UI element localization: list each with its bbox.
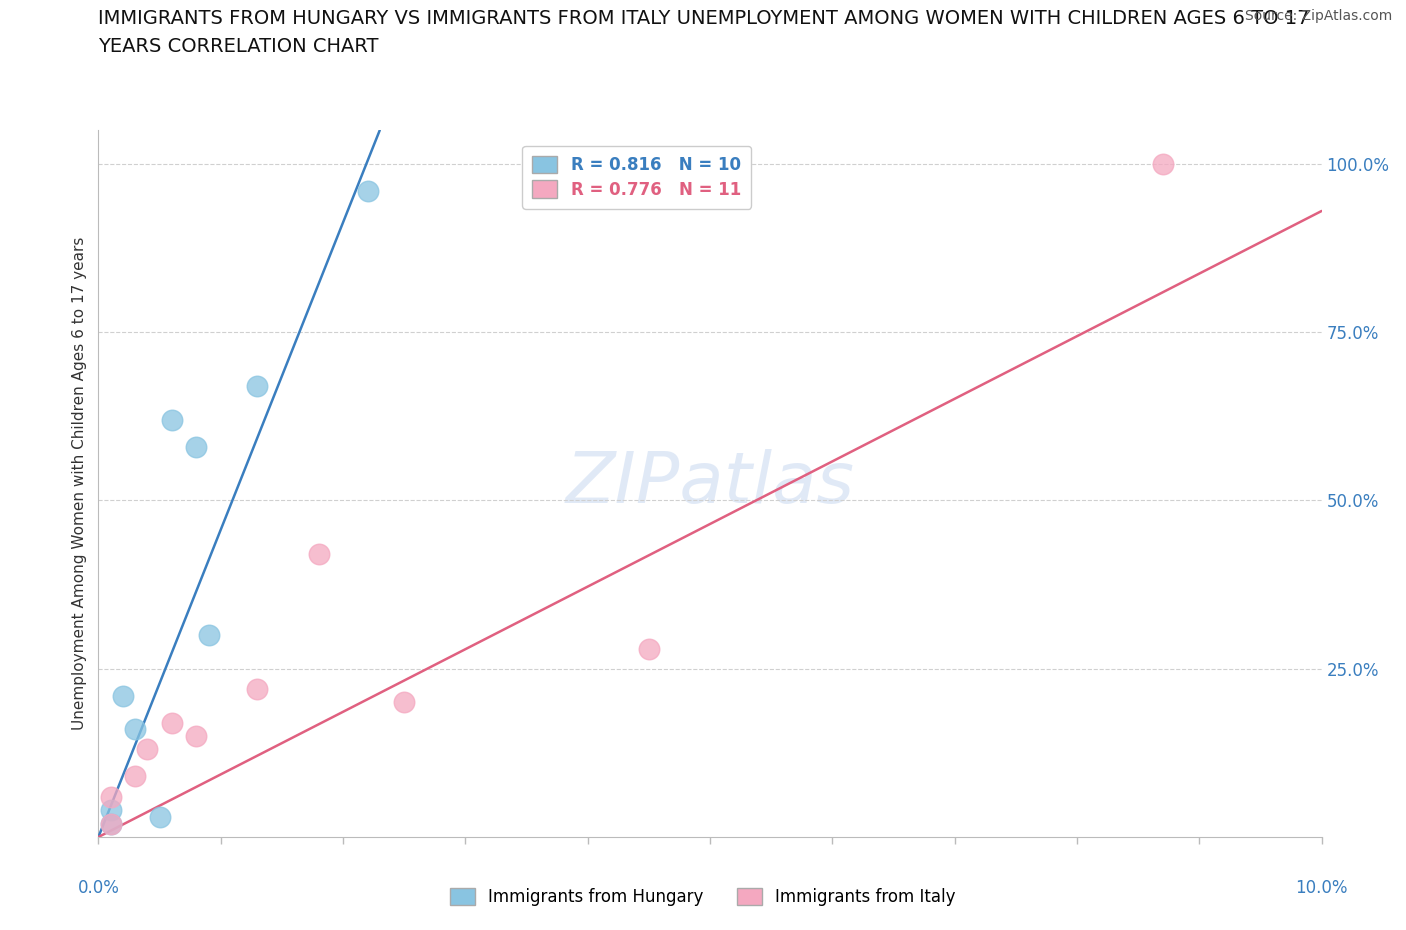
- Point: [111, 688, 134, 703]
- Text: IMMIGRANTS FROM HUNGARY VS IMMIGRANTS FROM ITALY UNEMPLOYMENT AMONG WOMEN WITH C: IMMIGRANTS FROM HUNGARY VS IMMIGRANTS FR…: [98, 9, 1310, 28]
- Point: [100, 817, 122, 831]
- Text: 10.0%: 10.0%: [1295, 879, 1348, 897]
- Point: [308, 547, 330, 562]
- Legend: R = 0.816   N = 10, R = 0.776   N = 11: R = 0.816 N = 10, R = 0.776 N = 11: [523, 146, 751, 208]
- Text: YEARS CORRELATION CHART: YEARS CORRELATION CHART: [98, 37, 380, 56]
- Text: 0.0%: 0.0%: [77, 879, 120, 897]
- Y-axis label: Unemployment Among Women with Children Ages 6 to 17 years: Unemployment Among Women with Children A…: [72, 237, 87, 730]
- Point: [100, 803, 122, 817]
- Legend: Immigrants from Hungary, Immigrants from Italy: Immigrants from Hungary, Immigrants from…: [443, 881, 963, 912]
- Point: [246, 379, 269, 393]
- Text: ZIPatlas: ZIPatlas: [565, 449, 855, 518]
- Point: [246, 682, 269, 697]
- Point: [124, 769, 146, 784]
- Point: [100, 817, 122, 831]
- Point: [392, 695, 416, 710]
- Point: [637, 641, 661, 656]
- Text: Source: ZipAtlas.com: Source: ZipAtlas.com: [1244, 9, 1392, 23]
- Point: [160, 715, 183, 730]
- Point: [197, 628, 219, 643]
- Point: [186, 728, 208, 743]
- Point: [124, 722, 146, 737]
- Point: [160, 412, 183, 427]
- Point: [149, 809, 172, 824]
- Point: [356, 183, 378, 198]
- Point: [136, 742, 159, 757]
- Point: [1152, 156, 1174, 171]
- Point: [186, 439, 208, 454]
- Point: [100, 790, 122, 804]
